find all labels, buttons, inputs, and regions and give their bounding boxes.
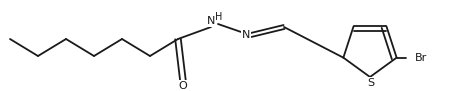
Text: S: S — [367, 78, 375, 88]
Text: N: N — [207, 16, 215, 26]
Text: O: O — [179, 81, 187, 91]
Text: Br: Br — [414, 53, 427, 63]
Text: N: N — [242, 30, 250, 40]
Text: H: H — [215, 12, 222, 22]
